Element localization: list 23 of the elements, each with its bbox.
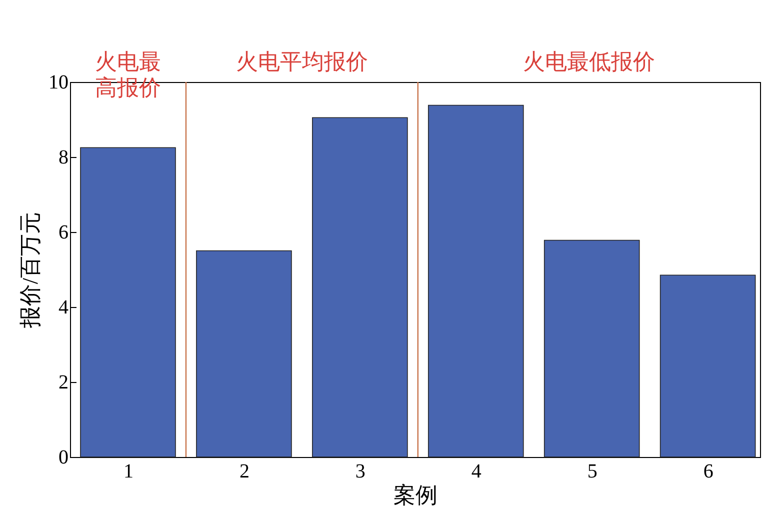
text: 火电平均报价 xyxy=(236,49,368,74)
bar xyxy=(660,274,756,458)
x-tick-label: 5 xyxy=(587,460,598,482)
x-tick-label: 3 xyxy=(355,460,366,482)
bar xyxy=(312,117,408,458)
text: 火电最低报价 xyxy=(522,49,655,74)
bar xyxy=(80,147,176,458)
bar xyxy=(544,240,640,458)
y-tick-label: 8 xyxy=(58,146,68,168)
y-tick-label: 6 xyxy=(58,222,68,244)
annotation: 火电最高报价 xyxy=(94,49,161,100)
y-tick-label: 10 xyxy=(48,72,68,94)
y-tick-label: 4 xyxy=(58,296,68,318)
x-tick-label: 1 xyxy=(123,460,134,482)
y-tick-label: 0 xyxy=(58,446,68,468)
x-tick-label: 6 xyxy=(703,460,714,482)
x-tick-label: 4 xyxy=(471,460,482,482)
y-axis-title: 报价/百万元 xyxy=(18,212,42,330)
bar xyxy=(428,104,524,458)
bar xyxy=(196,250,292,458)
x-axis-title: 案例 xyxy=(394,482,438,508)
x-tick-label: 2 xyxy=(239,460,250,482)
y-tick-label: 2 xyxy=(58,372,68,394)
